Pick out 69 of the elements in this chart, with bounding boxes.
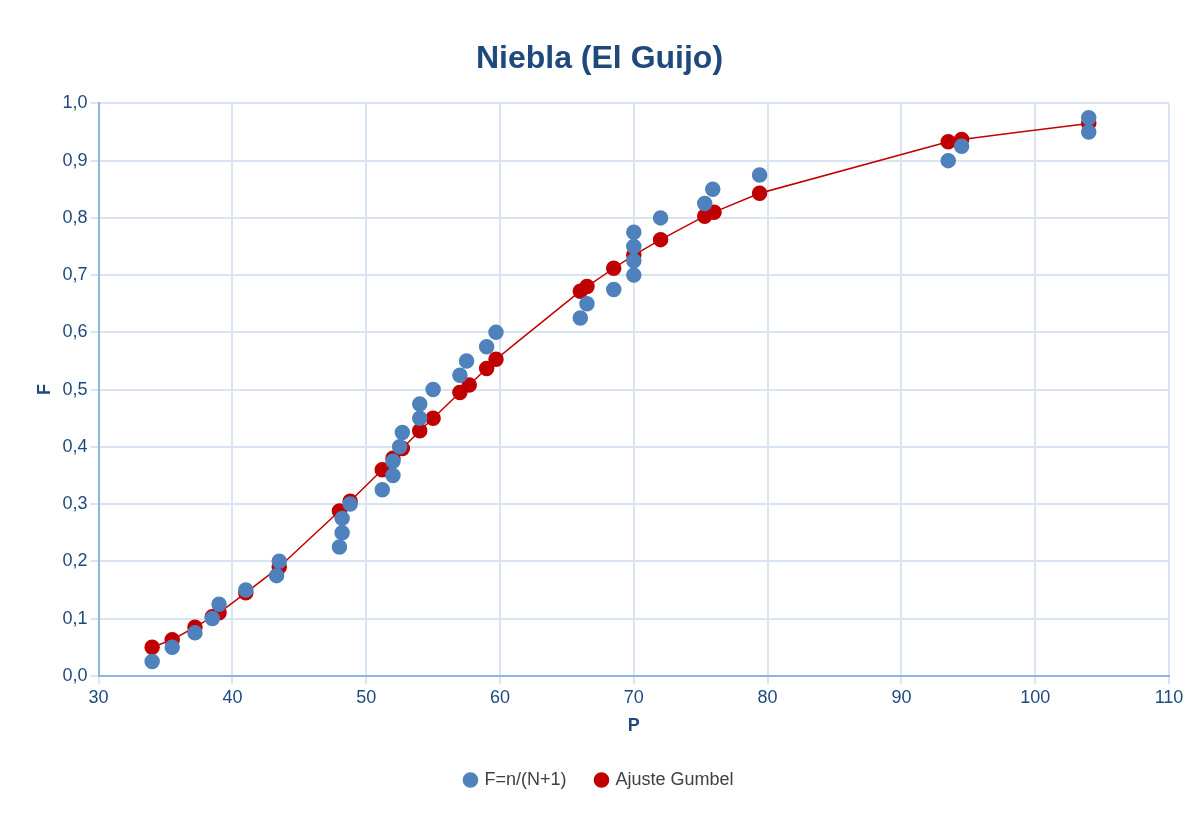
- point: [144, 653, 160, 670]
- y-tick-label: 0,0: [62, 664, 88, 685]
- point: [268, 567, 285, 584]
- point: [940, 134, 956, 150]
- point: [394, 424, 411, 441]
- point: [605, 281, 622, 298]
- point: [605, 260, 622, 276]
- x-tick-label: 90: [891, 686, 912, 707]
- point: [579, 278, 595, 295]
- point: [411, 396, 428, 412]
- point: [425, 381, 441, 398]
- y-tick-label: 0,5: [62, 378, 88, 399]
- point: [751, 185, 768, 202]
- point: [626, 267, 642, 283]
- point: [652, 210, 669, 226]
- x-tick-label: 80: [757, 686, 778, 707]
- point: [411, 410, 428, 426]
- y-tick-label: 0,8: [62, 206, 88, 227]
- point: [488, 351, 504, 368]
- chart-title: Niebla (El Guijo): [475, 39, 724, 76]
- y-tick-label: 0,2: [62, 550, 88, 571]
- point: [940, 152, 956, 169]
- x-axis-title: P: [627, 715, 640, 736]
- point: [652, 231, 669, 248]
- y-tick-label: 1,0: [62, 92, 88, 113]
- y-tick-label: 0,3: [62, 493, 88, 514]
- y-tick-label: 0,7: [62, 264, 88, 285]
- point: [164, 639, 180, 655]
- point: [626, 224, 642, 240]
- point: [458, 353, 475, 369]
- point: [626, 238, 642, 255]
- point: [1080, 109, 1097, 126]
- point: [144, 639, 160, 655]
- point: [1080, 124, 1097, 140]
- x-tick-label: 110: [1154, 686, 1184, 707]
- point: [334, 524, 350, 541]
- x-tick-label: 40: [222, 686, 243, 707]
- point: [478, 338, 495, 355]
- point: [211, 596, 227, 612]
- point: [187, 625, 203, 641]
- point: [385, 467, 401, 484]
- x-tick-label: 70: [623, 686, 644, 707]
- point: [331, 539, 348, 555]
- y-axis-title: F: [33, 384, 54, 396]
- point: [751, 167, 768, 183]
- point: [705, 181, 721, 198]
- legend-label: F=n/(N+1): [484, 768, 567, 789]
- x-tick-label: 50: [356, 686, 377, 707]
- y-tick-label: 0,9: [62, 149, 88, 170]
- legend-label: Ajuste Gumbel: [615, 768, 734, 789]
- x-tick-label: 100: [1020, 686, 1051, 707]
- point: [478, 360, 495, 377]
- point: [626, 253, 642, 269]
- point: [461, 377, 477, 393]
- point: [953, 138, 970, 155]
- point: [452, 367, 468, 384]
- point: [572, 310, 589, 326]
- y-tick-label: 0,4: [62, 435, 88, 456]
- point: [488, 324, 504, 341]
- point: [374, 482, 391, 498]
- x-tick-label: 30: [88, 686, 109, 707]
- point: [334, 510, 350, 527]
- point: [696, 195, 713, 212]
- y-tick-label: 0,1: [62, 607, 88, 628]
- y-tick-label: 0,6: [62, 321, 88, 342]
- point: [579, 295, 595, 312]
- x-tick-label: 60: [490, 686, 511, 707]
- point: [271, 553, 287, 570]
- point: [425, 410, 441, 426]
